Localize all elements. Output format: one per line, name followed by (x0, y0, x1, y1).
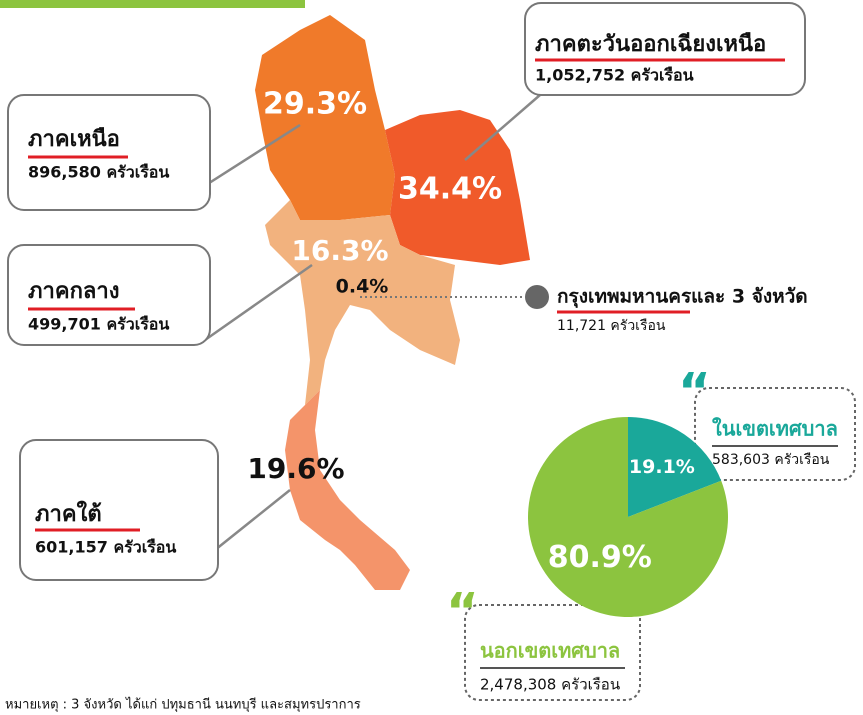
pie-chart: 19.1% 80.9% (528, 417, 728, 617)
pointer (464, 94, 541, 161)
quote-mark: “ (446, 583, 479, 641)
pie-slice (628, 417, 722, 517)
south-share: 19.6% (247, 452, 344, 485)
callout (524, 2, 806, 96)
central-region (265, 200, 460, 405)
pie-slice (528, 417, 728, 617)
quote-mark: “ (678, 363, 711, 421)
northeast-share: 34.4% (398, 172, 502, 207)
central-share: 16.3% (291, 234, 388, 267)
footnote: หมายเหตุ : 3 จังหวัด ได้แก่ ปทุมธานี นนท… (5, 697, 361, 713)
bangkok-households: 11,721 ครัวเรือน (557, 318, 666, 334)
callout (19, 439, 219, 581)
region-households: 499,701 ครัวเรือน (28, 315, 169, 334)
north-region (255, 15, 395, 220)
region-households: 896,580 ครัวเรือน (28, 163, 169, 182)
region-households: 1,052,752 ครัวเรือน (535, 66, 694, 85)
pie-label: 80.9% (548, 540, 652, 575)
bangkok-dot (525, 285, 549, 309)
north-share: 29.3% (263, 87, 367, 122)
south-region (285, 390, 410, 590)
region-households: 601,157 ครัวเรือน (35, 538, 176, 557)
pie-category: นอกเขตเทศบาล (480, 639, 620, 663)
pie-households: 583,603 ครัวเรือน (712, 452, 830, 468)
pie-callout (464, 604, 641, 701)
callout (7, 244, 211, 346)
region-name: ภาคตะวันออกเฉียงเหนือ (535, 32, 766, 57)
pointer (204, 263, 313, 342)
pie-category: ในเขตเทศบาล (712, 417, 838, 441)
bangkok-share: 0.4% (336, 276, 389, 298)
pie-households: 2,478,308 ครัวเรือน (480, 676, 620, 694)
callout (7, 94, 211, 211)
pie-callout (694, 387, 856, 481)
bangkok-name: กรุงเทพมหานครและ 3 จังหวัด (557, 286, 808, 309)
northeast-region (385, 110, 530, 265)
region-name: ภาคใต้ (35, 500, 102, 527)
region-name: ภาคกลาง (28, 279, 119, 304)
region-name: ภาคเหนือ (28, 127, 120, 152)
pie-label: 19.1% (629, 456, 695, 478)
top-bar (0, 0, 305, 8)
